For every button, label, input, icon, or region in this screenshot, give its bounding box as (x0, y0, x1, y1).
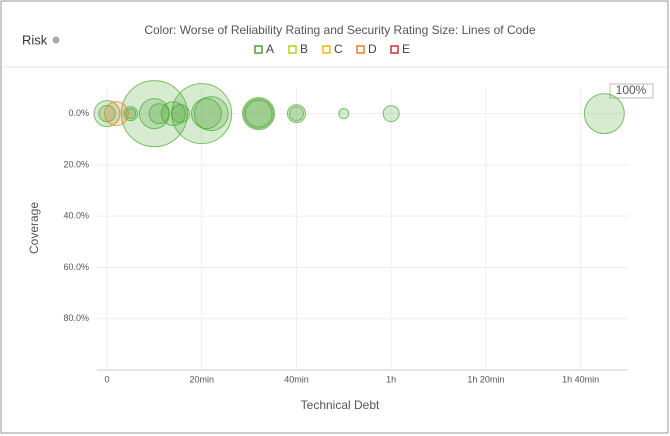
x-tick-label: 1h 40min (562, 374, 599, 384)
bubble (243, 98, 274, 129)
legend-label: E (402, 42, 410, 56)
legend-label: A (266, 42, 274, 56)
info-icon[interactable] (52, 36, 60, 44)
legend-swatch (254, 45, 263, 54)
zoom-label: 100% (616, 83, 647, 97)
legend-swatch (390, 45, 399, 54)
bubble (583, 93, 625, 135)
bubble (338, 108, 350, 120)
x-tick-label: 1h 20min (467, 374, 504, 384)
legend-label: D (368, 42, 377, 56)
chart-title: Color: Worse of Reliability Rating and S… (144, 23, 536, 37)
bubble (242, 97, 276, 131)
widget-title: Risk (22, 32, 48, 47)
y-tick-label: 0.0% (68, 108, 89, 118)
x-tick-label: 0 (104, 374, 109, 384)
bubble (93, 100, 121, 128)
legend-label: B (300, 42, 308, 56)
bubble (193, 96, 229, 132)
x-tick-label: 1h (386, 374, 396, 384)
bubble (382, 105, 400, 123)
legend-label: C (334, 42, 343, 56)
bubble (148, 103, 170, 125)
bubble (120, 80, 188, 148)
x-tick-label: 20min (189, 374, 214, 384)
zoom-box (609, 83, 654, 99)
y-tick-label: 80.0% (63, 313, 89, 323)
legend-swatch (356, 45, 365, 54)
bubble (171, 83, 233, 145)
bubble (288, 106, 304, 122)
legend-swatch (288, 45, 297, 54)
bubble (190, 98, 222, 130)
legend-swatch (322, 45, 331, 54)
x-axis-label: Technical Debt (301, 398, 380, 412)
bubble (244, 99, 273, 128)
x-tick-label: 40min (284, 374, 309, 384)
bubble (286, 104, 306, 124)
y-tick-label: 60.0% (63, 262, 89, 272)
y-tick-label: 40.0% (63, 211, 89, 221)
bubble (160, 101, 186, 127)
bubble (103, 101, 129, 127)
y-axis-label: Coverage (27, 202, 41, 254)
y-tick-label: 20.0% (63, 159, 89, 169)
